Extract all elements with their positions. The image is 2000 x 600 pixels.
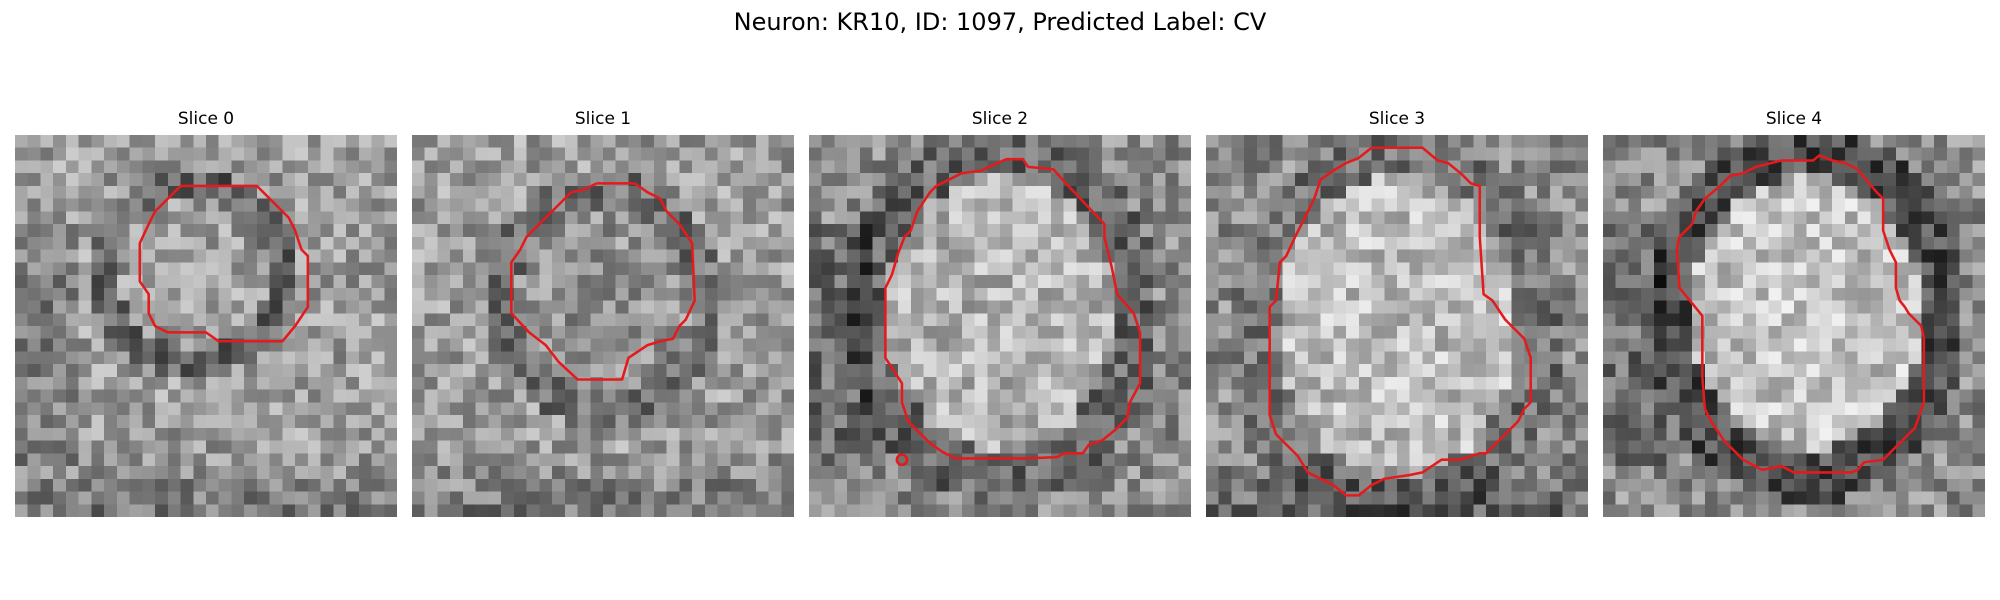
- slice-2-grid: [809, 135, 1191, 517]
- slice-2-image: [809, 135, 1191, 517]
- pixel-grid-2: [809, 135, 1191, 517]
- panel-title-slice-1: Slice 1: [574, 109, 632, 129]
- panel-title-slice-2: Slice 2: [971, 109, 1029, 129]
- slice-1-image: [412, 135, 794, 517]
- roi-contour-slice-0: [138, 184, 310, 343]
- pixel-grid-4: [1603, 135, 1985, 517]
- slice-0-image: [15, 135, 397, 517]
- roi-contour-slice-2: [884, 157, 1142, 460]
- pixel-grid-1: [412, 135, 794, 517]
- panel-title-slice-3: Slice 3: [1368, 109, 1426, 129]
- roi-small-contour: [895, 453, 909, 467]
- slice-4-image: [1603, 135, 1985, 517]
- pixel-grid-0: [15, 135, 397, 517]
- figure-title: Neuron: KR10, ID: 1097, Predicted Label:…: [733, 8, 1267, 36]
- slice-3-grid: [1206, 135, 1588, 517]
- panel-title-slice-0: Slice 0: [177, 109, 235, 129]
- pixel-grid-3: [1206, 135, 1588, 517]
- panel-title-slice-4: Slice 4: [1765, 109, 1823, 129]
- slice-0-grid: [15, 135, 397, 517]
- slice-1-grid: [412, 135, 794, 517]
- roi-contour-slice-3: [1268, 146, 1532, 497]
- roi-contour-slice-4: [1675, 154, 1926, 474]
- slice-4-grid: [1603, 135, 1985, 517]
- roi-contour-slice-1: [510, 182, 696, 381]
- slice-3-image: [1206, 135, 1588, 517]
